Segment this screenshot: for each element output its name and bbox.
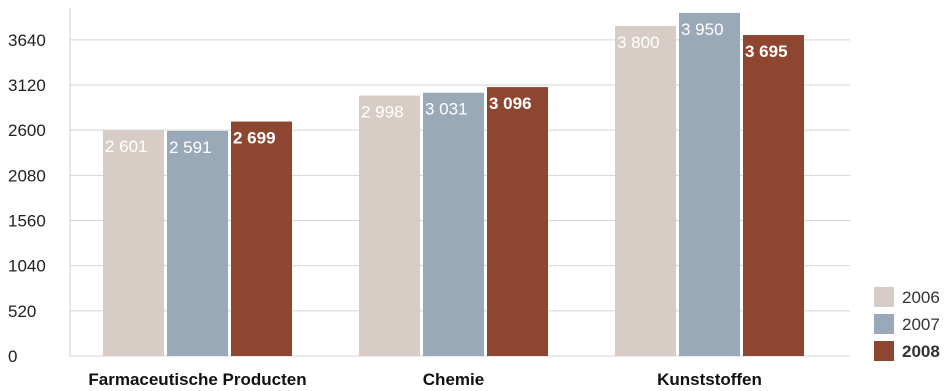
value-label-2007-1: 3 031 [425,100,468,119]
value-label-2006-2: 3 800 [617,33,660,52]
y-tick-label: 520 [8,302,36,321]
bar-2008-0 [231,121,292,357]
x-category-label: Farmaceutische Producten [88,370,306,389]
value-label-2008-0: 2 699 [233,129,276,148]
bar-2008-2 [743,35,804,356]
y-tick-label: 1560 [8,211,46,230]
bar-2007-1 [423,92,484,356]
value-label-2008-1: 3 096 [489,94,532,113]
bars [103,12,804,357]
bar-2007-2 [679,12,740,356]
legend: 2006 2007 2008 [874,287,940,361]
y-tick-label: 3120 [8,76,46,95]
value-label-2006-1: 2 998 [361,103,404,122]
bar-2006-2 [615,25,676,356]
legend-label-2007: 2007 [902,315,940,334]
value-label-2006-0: 2 601 [105,137,148,156]
value-labels: 2 601 2 591 2 699 2 998 3 031 3 096 3 800 3 950… [105,20,788,157]
y-tick-label: 2600 [8,121,46,140]
x-category-label: Chemie [423,370,484,389]
legend-label-2006: 2006 [902,288,940,307]
bar-2006-1 [359,95,420,356]
legend-swatch-2008 [874,341,894,361]
value-label-2007-0: 2 591 [169,138,212,157]
value-label-2007-2: 3 950 [681,20,724,39]
bar-2007-0 [167,130,228,356]
y-tick-label: 0 [8,347,17,366]
legend-swatch-2006 [874,287,894,307]
x-category-label: Kunststoffen [657,370,762,389]
legend-swatch-2007 [874,314,894,334]
y-tick-label: 1040 [8,257,46,276]
x-axis-categories: Farmaceutische Producten Chemie Kunststoff… [88,370,762,389]
bar-2008-1 [487,87,548,357]
y-axis: 0 520 1040 1560 2080 2600 3120 3640 [8,8,71,366]
y-tick-label: 3640 [8,31,46,50]
legend-label-2008: 2008 [902,342,940,361]
y-tick-label: 2080 [8,166,46,185]
bar-2006-0 [103,130,164,356]
value-label-2008-2: 3 695 [745,42,788,61]
